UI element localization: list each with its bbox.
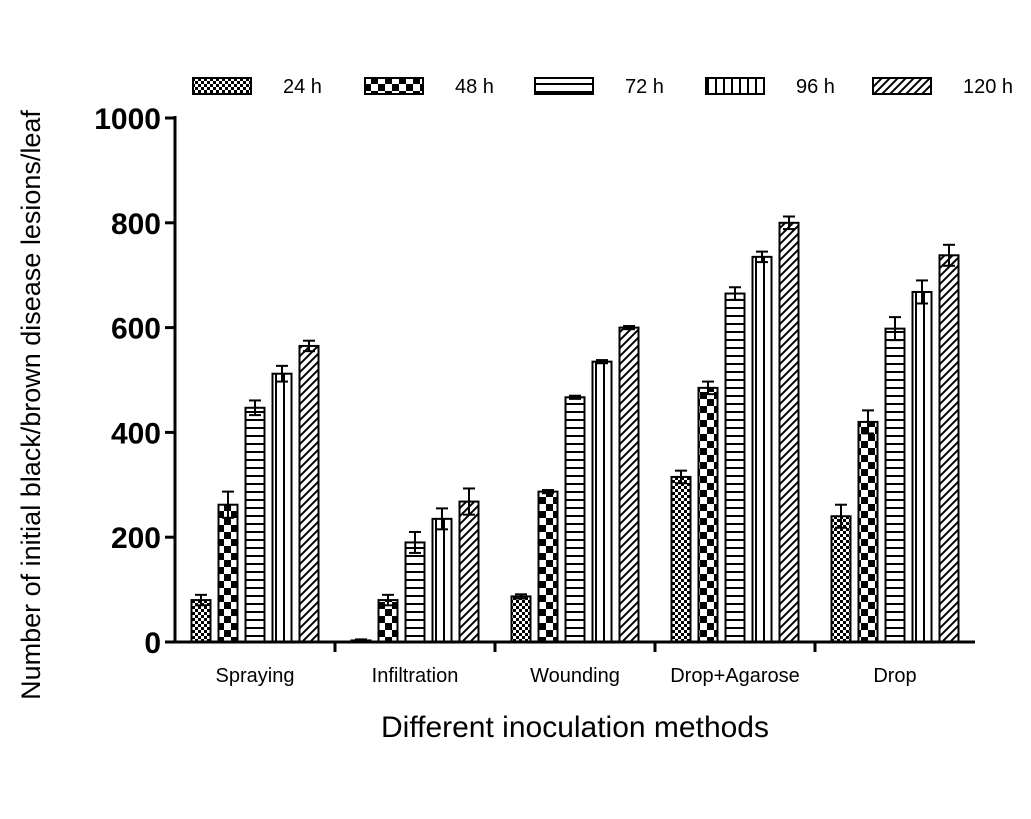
x-tick-label: Infiltration bbox=[372, 665, 459, 687]
bar bbox=[697, 386, 719, 643]
bar bbox=[670, 475, 692, 643]
legend-label: 120 h bbox=[963, 76, 1013, 98]
y-axis: 0 200 400 600 800 1000 bbox=[94, 103, 177, 660]
bar bbox=[591, 360, 613, 643]
bar bbox=[857, 420, 879, 644]
bar bbox=[830, 515, 852, 643]
bar bbox=[778, 221, 800, 644]
x-axis-label: Different inoculation methods bbox=[381, 711, 769, 744]
bar bbox=[618, 326, 640, 643]
legend-label: 96 h bbox=[796, 76, 835, 98]
x-tick-label: Wounding bbox=[530, 665, 620, 687]
y-tick-label: 1000 bbox=[94, 103, 161, 136]
legend-label: 48 h bbox=[455, 76, 494, 98]
bar bbox=[190, 599, 212, 644]
legend: 24 h 48 h 72 h 96 h 120 h bbox=[192, 76, 1013, 98]
x-tick-label: Drop bbox=[873, 665, 916, 687]
x-tick-label: Drop+Agarose bbox=[670, 665, 800, 687]
legend-swatch bbox=[705, 77, 765, 95]
y-tick-label: 800 bbox=[111, 208, 161, 241]
bar bbox=[404, 541, 426, 643]
x-tick-label: Spraying bbox=[216, 665, 295, 687]
bar bbox=[217, 503, 239, 643]
legend-label: 24 h bbox=[283, 76, 322, 98]
x-axis: Spraying Infiltration Wounding Drop+Agarose… bbox=[175, 640, 975, 687]
bar bbox=[431, 517, 453, 643]
y-tick-label: 0 bbox=[144, 627, 161, 660]
bar bbox=[298, 344, 320, 643]
bars-group bbox=[190, 215, 960, 644]
bar bbox=[271, 372, 293, 643]
legend-swatch bbox=[192, 77, 252, 95]
y-tick-label: 600 bbox=[111, 313, 161, 346]
legend-swatch bbox=[534, 77, 594, 95]
bar bbox=[911, 290, 933, 643]
legend-swatch bbox=[364, 77, 424, 95]
y-axis-label: Number of initial black/brown disease le… bbox=[16, 110, 46, 700]
bar bbox=[244, 406, 266, 643]
legend-swatch bbox=[872, 77, 932, 95]
bar bbox=[751, 255, 773, 643]
bar bbox=[510, 595, 532, 643]
y-tick-label: 200 bbox=[111, 522, 161, 555]
bar bbox=[724, 292, 746, 643]
bar bbox=[884, 327, 906, 643]
y-tick-label: 400 bbox=[111, 417, 161, 450]
bar bbox=[537, 490, 559, 643]
bar bbox=[938, 254, 960, 643]
bar bbox=[377, 599, 399, 644]
bar bbox=[458, 500, 480, 643]
bar bbox=[564, 396, 586, 643]
legend-label: 72 h bbox=[625, 76, 664, 98]
